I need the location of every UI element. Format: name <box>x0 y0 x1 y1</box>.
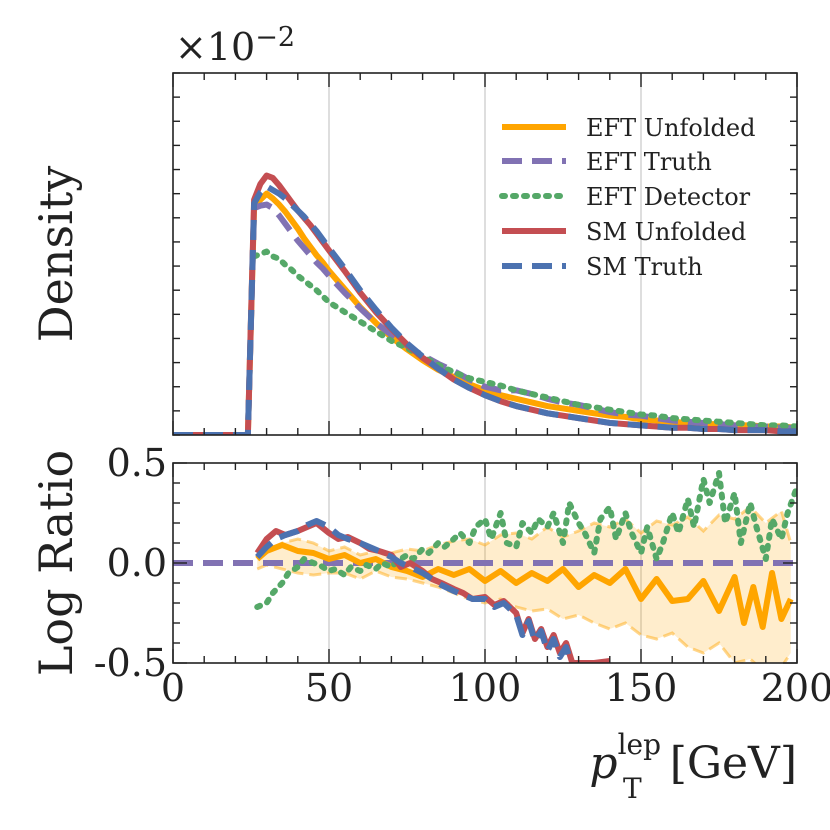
uncertainty-band-lower <box>256 563 793 663</box>
uncertainty-band-upper <box>256 504 793 559</box>
density-series <box>173 172 797 435</box>
density-y-axis-label: Density <box>29 166 83 343</box>
ratio-series-sm-truth <box>255 518 575 663</box>
log-ratio-y-axis-label: Log Ratio <box>29 450 83 676</box>
legend-label-eft-detector: EFT Detector <box>586 183 751 211</box>
x-axis-label-sub: T <box>623 772 642 805</box>
y-scale-exponent: −2 <box>255 22 295 53</box>
density-series-eft-detector <box>251 248 797 430</box>
ratio-series-eft-detector <box>254 470 797 610</box>
x-tick-label: 100 <box>449 666 522 710</box>
ratio-series-eft-unfolded <box>255 542 794 630</box>
y-scale-factor: ×10−2 <box>175 22 295 69</box>
ratio-frame <box>172 462 798 664</box>
x-axis-label: plep T [GeV] <box>589 728 797 805</box>
ratio-series <box>173 470 797 663</box>
log-ratio-panel: -0.5 0.0 0.5 0 50 100 150 200 Log Ratio plep T [G… <box>29 441 830 805</box>
legend-label-sm-unfolded: SM Unfolded <box>586 218 746 246</box>
legend: EFT Unfolded EFT Truth EFT Detector SM U… <box>499 114 755 281</box>
density-frame <box>172 72 798 436</box>
x-axis-label-unit: [GeV] <box>670 738 797 789</box>
legend-label-sm-truth: SM Truth <box>586 253 703 281</box>
x-tick-label: 50 <box>305 666 353 710</box>
x-axis-label-sup: lep <box>618 728 661 761</box>
x-tick-label: 0 <box>161 666 185 710</box>
density-panel: 1.02.03.0 Density ×10−2 EFT Unfolded EFT… <box>29 22 798 436</box>
density-series-eft-truth <box>173 201 797 435</box>
legend-label-eft-unfolded: EFT Unfolded <box>586 114 755 142</box>
uncertainty-band <box>257 507 791 663</box>
y-scale-base: ×10 <box>175 25 255 69</box>
legend-label-eft-truth: EFT Truth <box>586 148 712 176</box>
density-series-sm-unfolded <box>173 172 797 435</box>
ratio-y-tick-label: -0.5 <box>94 641 167 685</box>
ratio-y-tick-label: 0.5 <box>107 441 167 485</box>
ratio-y-tick-label: 0.0 <box>107 541 167 585</box>
x-tick-label: 150 <box>605 666 678 710</box>
x-tick-label: 200 <box>761 666 830 710</box>
x-axis-label-p: p <box>589 738 617 789</box>
